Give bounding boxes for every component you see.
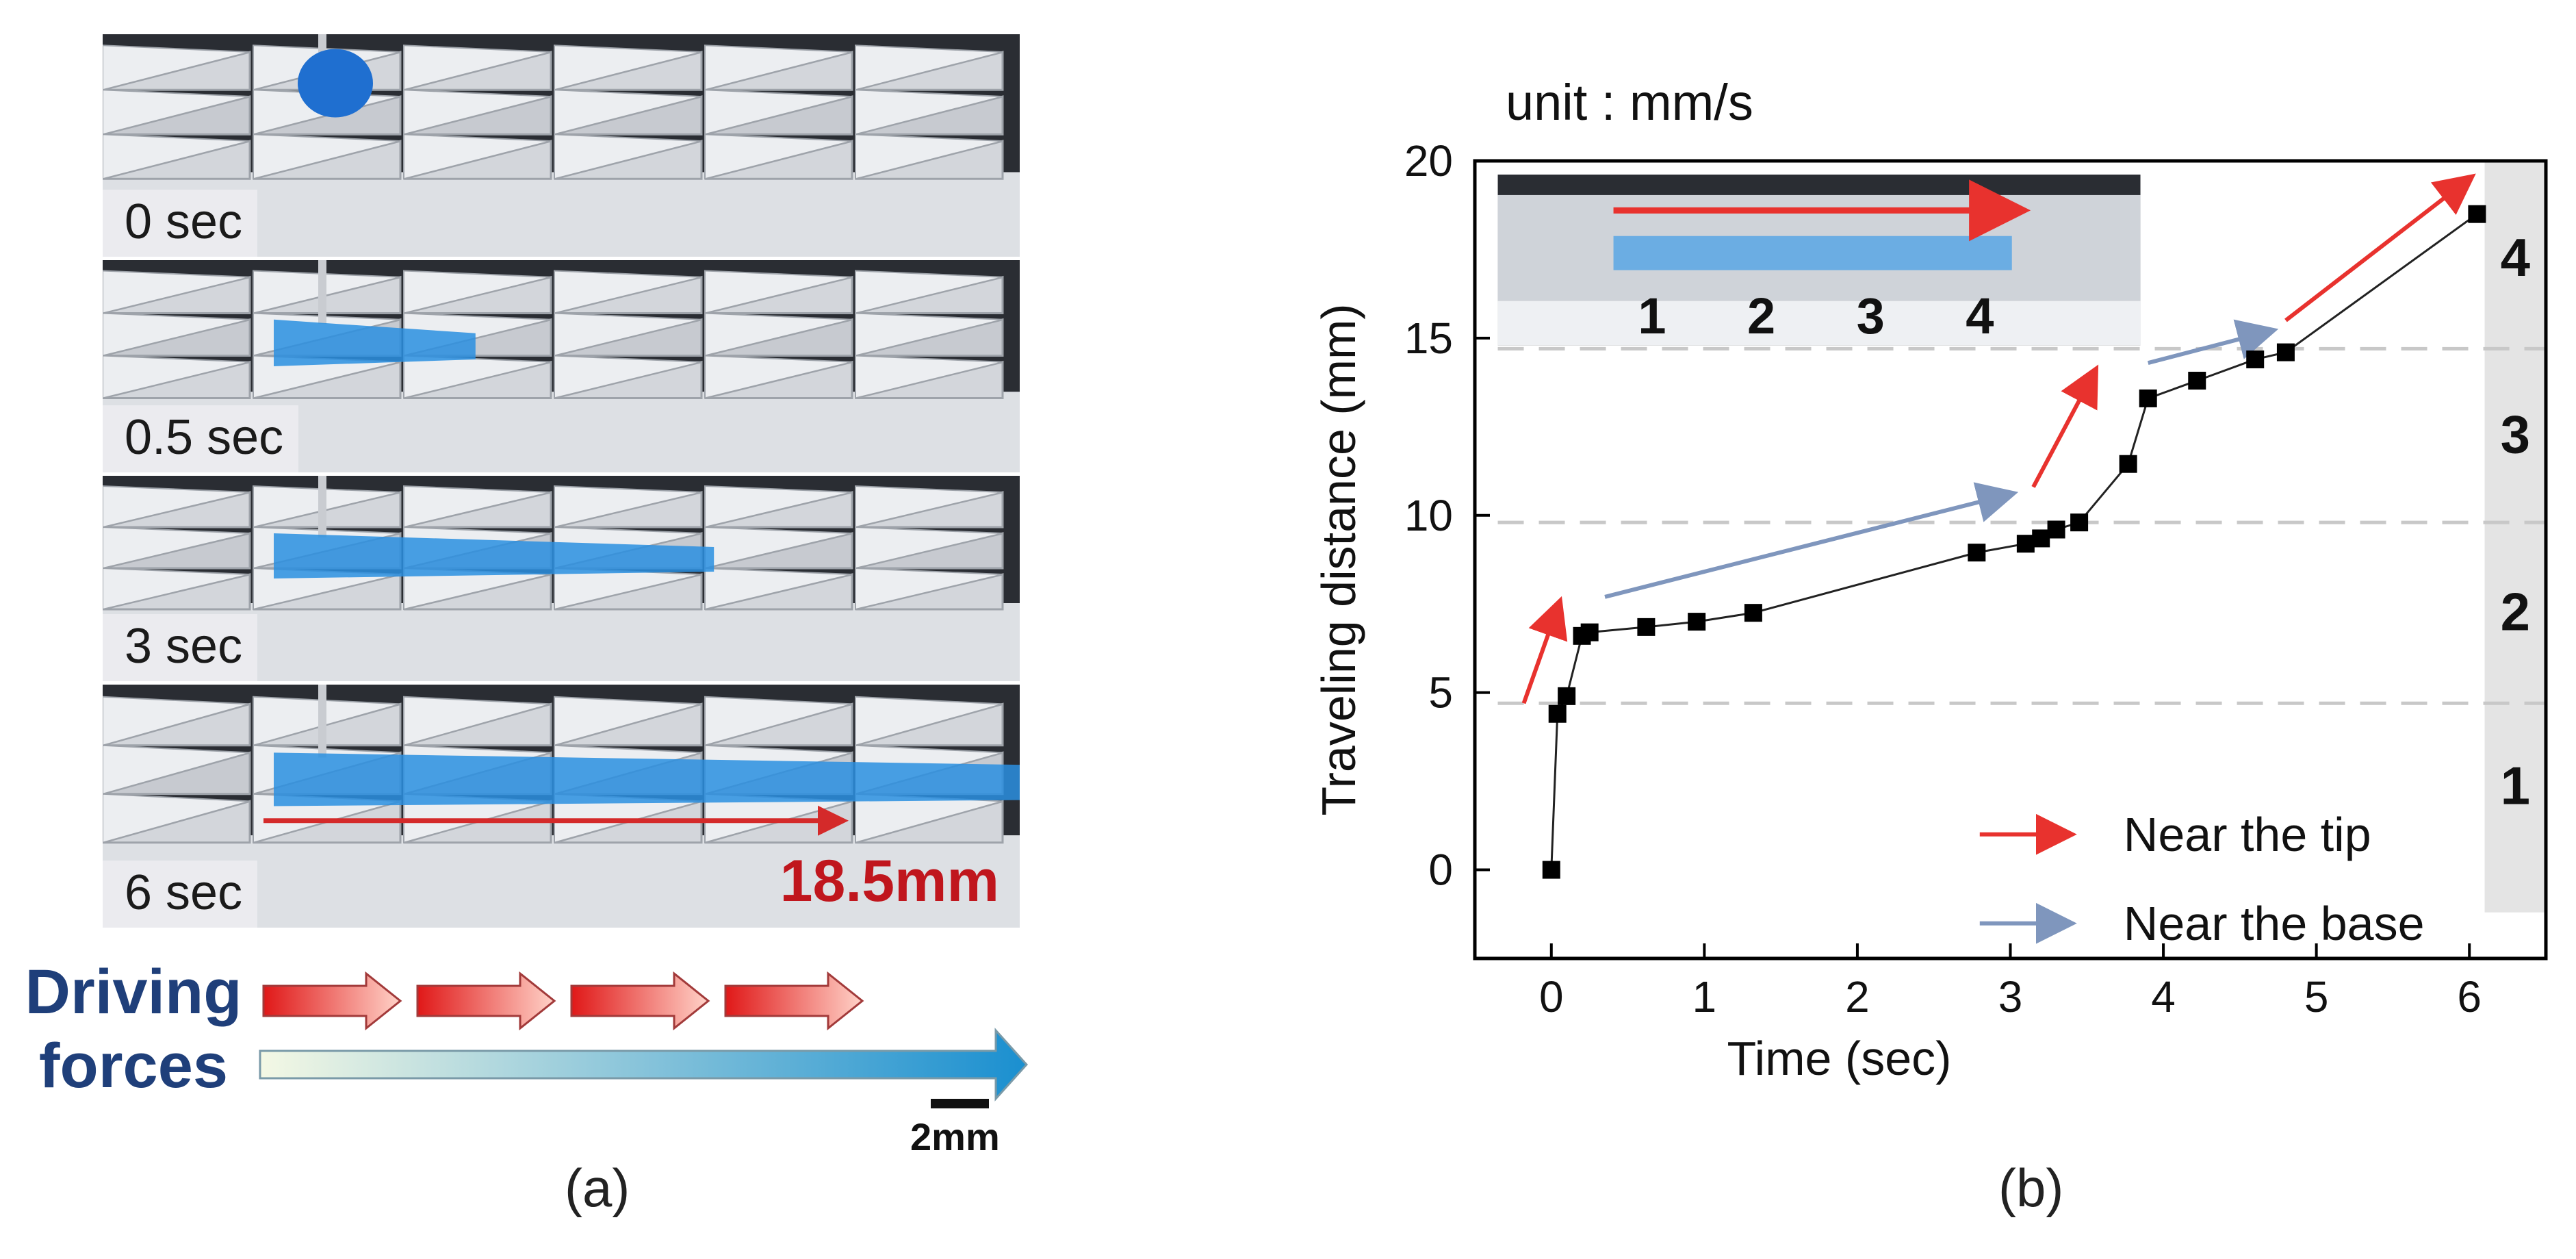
inset-label: 3 (1857, 288, 1885, 344)
x-tick-label: 2 (1845, 972, 1870, 1021)
driving-forces-label: Driving forces (21, 955, 246, 1103)
x-tick-label: 1 (1692, 972, 1717, 1021)
data-point (1968, 544, 1986, 562)
tip-trend-arrow (2031, 364, 2099, 488)
inset-label: 4 (1966, 288, 1994, 344)
x-axis-label: Time (sec) (1727, 1032, 1952, 1085)
data-point (2276, 343, 2295, 361)
data-point (1542, 861, 1560, 879)
region-band (2484, 161, 2546, 913)
overall-force-arrow (259, 1028, 1029, 1102)
small-force-arrow-4 (724, 971, 864, 1031)
x-tick-label: 4 (2151, 972, 2176, 1021)
photo-frame: 6 sec 18.5mm (103, 685, 1020, 928)
driving-forces-line2: forces (38, 1031, 229, 1101)
y-tick-label: 10 (1404, 491, 1453, 540)
y-axis-label: Traveling distance (mm) (1312, 303, 1365, 815)
scale-bar (931, 1099, 989, 1108)
frame-time-label: 6 sec (103, 861, 258, 928)
region-label: 3 (2501, 405, 2530, 465)
driving-forces-line1: Driving (25, 957, 242, 1027)
inset-water (1613, 236, 2012, 270)
data-point (2047, 520, 2065, 539)
distance-label: 18.5mm (780, 848, 999, 914)
y-tick-label: 15 (1404, 314, 1453, 363)
frame-time-label: 0.5 sec (103, 405, 299, 472)
inset-base (1497, 301, 2141, 346)
legend-label: Near the base (2124, 897, 2425, 950)
base-trend-arrow (1604, 482, 2019, 599)
photo-frame: 0.5 sec (103, 260, 1020, 472)
x-tick-label: 5 (2304, 972, 2329, 1021)
x-tick-label: 0 (1539, 972, 1564, 1021)
caption-a: (a) (565, 1158, 630, 1218)
panel-a: 0 sec 0.5 sec 3 sec 6 sec 18.5mm Driving for… (0, 0, 1068, 1259)
data-point (2246, 350, 2265, 368)
data-point (1548, 704, 1567, 723)
force-arrows (259, 971, 1029, 1108)
legend-label: Near the tip (2124, 808, 2371, 861)
inset-label: 1 (1638, 288, 1666, 344)
base-trend-arrow (2147, 319, 2279, 366)
small-force-arrow-2 (416, 971, 556, 1031)
y-tick-label: 20 (1404, 136, 1453, 186)
data-point (1744, 604, 1762, 622)
region-label: 4 (2501, 227, 2530, 288)
data-point (2016, 535, 2035, 553)
data-point (1688, 613, 1706, 631)
scale-bar-label: 2mm (910, 1115, 1000, 1158)
frame-time-label: 3 sec (103, 614, 258, 681)
tip-trend-arrow (2284, 173, 2476, 322)
inset-label: 2 (1747, 288, 1775, 344)
y-tick-label: 0 (1428, 845, 1453, 895)
photo-frame: 0 sec (103, 34, 1020, 257)
photo-frame: 3 sec (103, 476, 1020, 681)
tip-trend-arrow (1521, 596, 1568, 704)
data-point (2188, 372, 2206, 390)
data-point (2032, 529, 2050, 548)
small-force-arrow-3 (570, 971, 710, 1031)
caption-b: (b) (1998, 1158, 2064, 1218)
chart-title: unit : mm/s (1506, 74, 1753, 131)
data-point (2139, 389, 2157, 407)
chart: 1 2 3 4 1 2 3 4 0 1 2 3 4 5 6 0 5 10 15 20 Time (sec) Traveli… (1312, 74, 2548, 1085)
data-point (2468, 205, 2486, 223)
small-force-arrow-1 (262, 971, 402, 1031)
panel-b: 1 2 3 4 1 2 3 4 0 1 2 3 4 5 6 0 5 10 15 20 Time (sec) Traveli… (1205, 0, 2576, 1259)
data-point (1637, 618, 1656, 636)
y-tick-label: 5 (1428, 668, 1453, 717)
data-point (1558, 687, 1576, 705)
region-label: 1 (2501, 755, 2530, 815)
data-point (2070, 513, 2089, 532)
x-tick-label: 3 (1998, 972, 2023, 1021)
data-point (2119, 455, 2137, 473)
region-label: 2 (2501, 582, 2530, 642)
x-tick-label: 6 (2457, 972, 2482, 1021)
data-point (1580, 623, 1599, 641)
frame-time-label: 0 sec (103, 190, 258, 257)
